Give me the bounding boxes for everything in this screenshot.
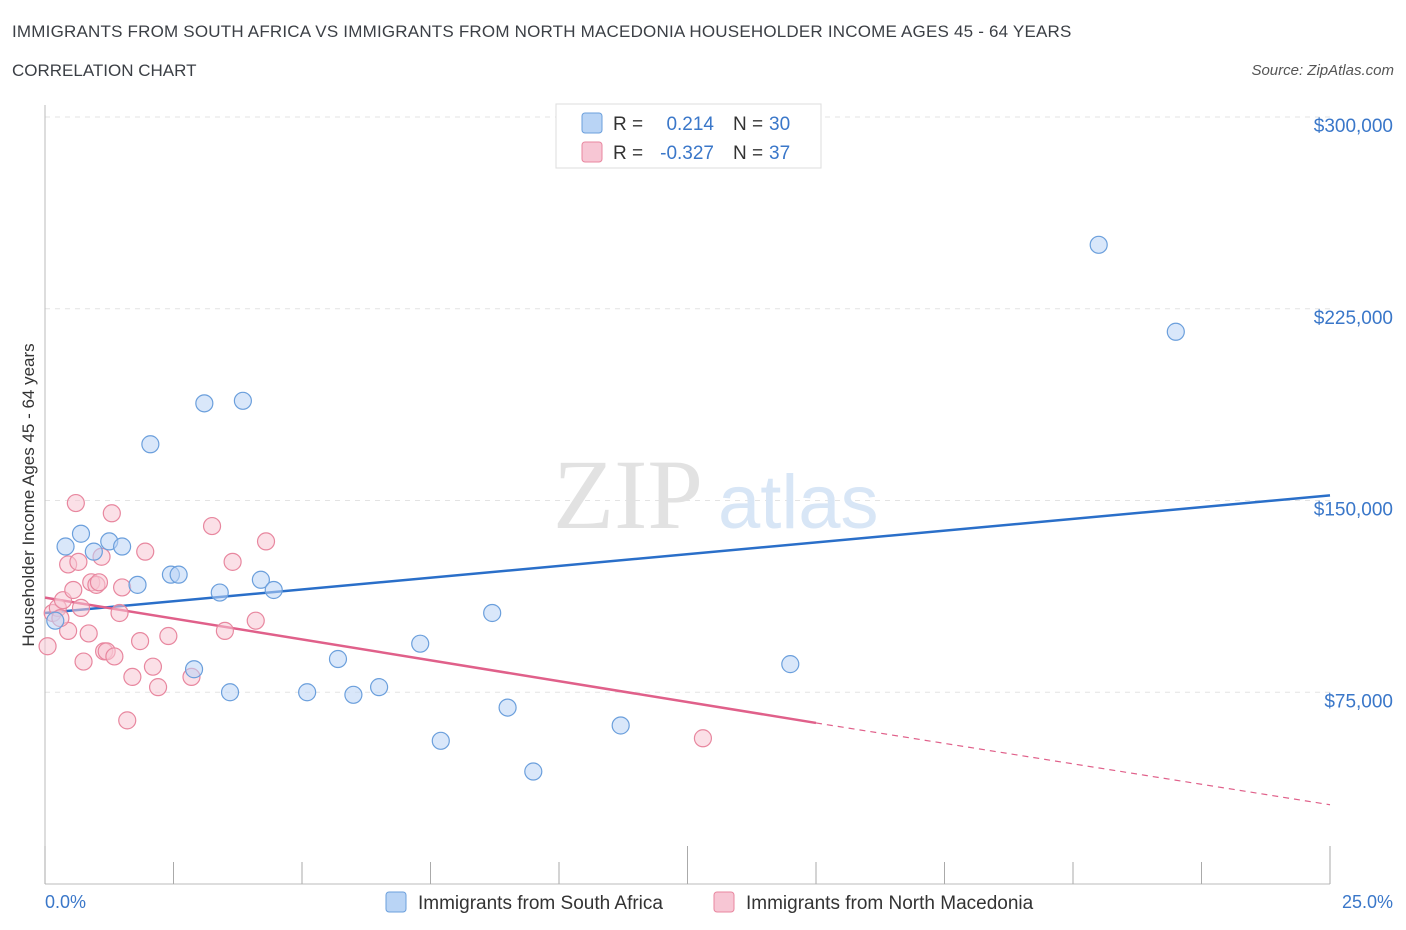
point-south-africa-19 bbox=[344, 685, 363, 704]
point-north-macedonia-21 bbox=[112, 578, 132, 597]
y-tick-label-1: $150,000 bbox=[1314, 500, 1393, 521]
bottom-legend-label-south-africa: Immigrants from South Africa bbox=[418, 893, 663, 914]
chart-title: IMMIGRANTS FROM SOUTH AFRICA VS IMMIGRAN… bbox=[12, 22, 1072, 41]
point-north-macedonia-26 bbox=[143, 657, 163, 676]
trend-line-north-macedonia-extension bbox=[815, 722, 1331, 806]
point-south-africa-15 bbox=[251, 570, 270, 589]
point-north-macedonia-34 bbox=[256, 532, 276, 551]
point-south-africa-9 bbox=[169, 565, 188, 584]
axes bbox=[44, 105, 1331, 885]
point-north-macedonia-27 bbox=[148, 678, 168, 697]
point-north-macedonia-31 bbox=[215, 621, 234, 640]
x-tick-label-0: 0.0% bbox=[45, 892, 86, 912]
point-north-macedonia-20 bbox=[110, 603, 129, 623]
point-south-africa-20 bbox=[370, 678, 389, 697]
point-north-macedonia-14 bbox=[89, 573, 109, 592]
source-credit: Source: ZipAtlas.com bbox=[1251, 62, 1394, 79]
point-south-africa-14 bbox=[233, 391, 252, 410]
point-south-africa-27 bbox=[781, 655, 800, 674]
point-south-africa-28 bbox=[1089, 235, 1108, 254]
y-tick-label-0: $75,000 bbox=[1324, 691, 1393, 712]
point-north-macedonia-24 bbox=[130, 632, 150, 651]
chart-subtitle: CORRELATION CHART bbox=[12, 61, 197, 80]
point-north-macedonia-7 bbox=[66, 493, 85, 513]
bottom-legend: Immigrants from South Africa Immigrants … bbox=[385, 891, 1034, 914]
legend-swatch-north-macedonia bbox=[581, 141, 603, 163]
point-north-macedonia-8 bbox=[69, 552, 88, 571]
point-south-africa-6 bbox=[128, 575, 147, 594]
y-tick-label-2: $225,000 bbox=[1314, 308, 1393, 329]
legend-n-label-1: N = bbox=[733, 114, 763, 135]
point-south-africa-21 bbox=[411, 634, 430, 653]
legend-r-label-2: R = bbox=[613, 143, 643, 164]
legend-r-value-2: -0.327 bbox=[660, 143, 714, 164]
point-south-africa-29 bbox=[1166, 322, 1185, 341]
trend-lines bbox=[44, 494, 1331, 806]
point-south-africa-23 bbox=[483, 603, 502, 623]
point-south-africa-25 bbox=[524, 762, 543, 781]
y-axis-label: Householder Income Ages 45 - 64 years bbox=[19, 343, 38, 646]
point-south-africa-3 bbox=[84, 542, 103, 561]
point-north-macedonia-25 bbox=[136, 542, 155, 561]
point-north-macedonia-0 bbox=[38, 637, 57, 656]
watermark: ZIP atlas bbox=[553, 439, 879, 550]
trend-line-north-macedonia bbox=[44, 596, 817, 725]
point-south-africa-17 bbox=[298, 683, 317, 702]
point-south-africa-7 bbox=[141, 435, 160, 454]
legend-swatch-south-africa bbox=[581, 112, 603, 134]
point-south-africa-26 bbox=[611, 716, 630, 735]
bottom-legend-swatch-north-macedonia bbox=[713, 891, 735, 913]
point-north-macedonia-33 bbox=[246, 611, 265, 630]
point-north-macedonia-19 bbox=[105, 647, 124, 666]
point-south-africa-18 bbox=[328, 649, 348, 669]
point-north-macedonia-23 bbox=[123, 667, 142, 687]
y-tick-label-3: $300,000 bbox=[1314, 116, 1393, 137]
point-north-macedonia-30 bbox=[202, 516, 222, 536]
legend-n-value-2: 37 bbox=[769, 143, 790, 164]
point-north-macedonia-35 bbox=[693, 729, 713, 748]
point-south-africa-24 bbox=[498, 698, 517, 717]
point-south-africa-11 bbox=[195, 394, 214, 413]
data-points bbox=[38, 235, 1185, 781]
point-south-africa-1 bbox=[56, 537, 75, 556]
point-north-macedonia-28 bbox=[159, 626, 178, 646]
x-tick-labels: 0.0% 25.0% bbox=[45, 892, 1393, 912]
x-tick-label-1: 25.0% bbox=[1342, 892, 1393, 912]
watermark-zip: ZIP bbox=[553, 439, 703, 550]
point-south-africa-10 bbox=[184, 660, 204, 679]
point-north-macedonia-11 bbox=[79, 624, 98, 643]
watermark-atlas: atlas bbox=[718, 460, 879, 545]
point-south-africa-13 bbox=[220, 683, 240, 702]
bottom-legend-swatch-south-africa bbox=[385, 891, 407, 913]
point-north-macedonia-9 bbox=[71, 598, 91, 617]
point-north-macedonia-32 bbox=[223, 552, 242, 571]
legend: R = 0.214 N = 30 R = -0.327 N = 37 bbox=[555, 103, 822, 169]
trend-line-south-africa bbox=[44, 494, 1331, 615]
point-south-africa-12 bbox=[210, 583, 229, 602]
legend-n-value-1: 30 bbox=[769, 114, 790, 135]
point-south-africa-2 bbox=[71, 524, 91, 543]
point-south-africa-16 bbox=[264, 580, 283, 600]
point-south-africa-0 bbox=[46, 611, 65, 630]
y-tick-labels: $75,000 $150,000 $225,000 $300,000 bbox=[1314, 116, 1393, 712]
legend-r-value-1: 0.214 bbox=[666, 114, 714, 135]
point-south-africa-5 bbox=[112, 537, 132, 556]
point-north-macedonia-22 bbox=[118, 711, 137, 730]
point-north-macedonia-6 bbox=[64, 580, 83, 600]
legend-n-label-2: N = bbox=[733, 143, 763, 164]
point-north-macedonia-10 bbox=[74, 652, 93, 671]
point-south-africa-22 bbox=[431, 731, 450, 750]
bottom-legend-label-north-macedonia: Immigrants from North Macedonia bbox=[746, 893, 1034, 914]
legend-r-label-1: R = bbox=[613, 114, 643, 135]
point-north-macedonia-18 bbox=[102, 504, 121, 523]
